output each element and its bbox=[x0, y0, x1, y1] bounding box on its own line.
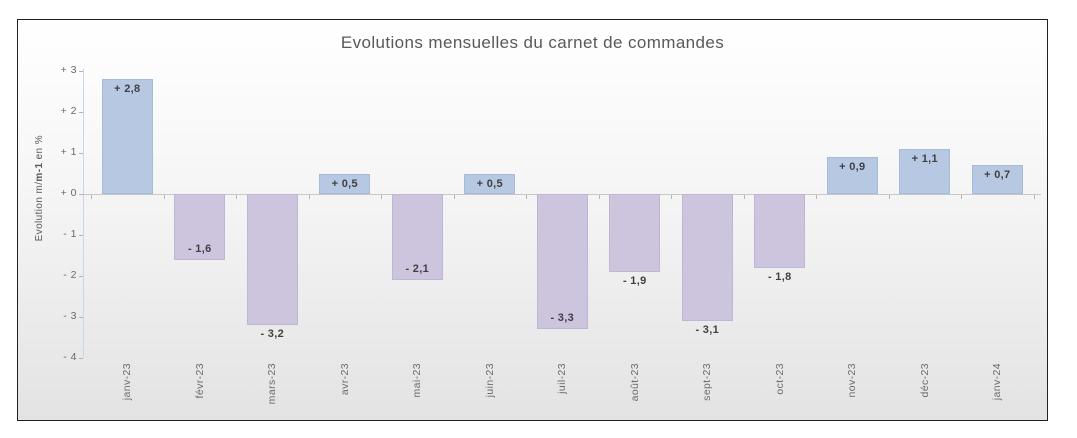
y-axis-tick bbox=[79, 276, 83, 277]
category-label: juin-23 bbox=[483, 363, 496, 398]
category-label: févr-23 bbox=[193, 363, 206, 399]
category-label: juil-23 bbox=[556, 363, 569, 394]
category-label: oct-23 bbox=[773, 363, 786, 395]
bar bbox=[101, 79, 153, 194]
y-axis-title-bold: m-1 bbox=[34, 162, 45, 182]
y-axis-tick bbox=[79, 194, 83, 195]
category-label: mars-23 bbox=[266, 363, 279, 405]
y-tick-label: + 0 bbox=[60, 187, 77, 199]
bar-value-label: - 1,6 bbox=[187, 242, 212, 255]
x-axis-tick bbox=[163, 195, 165, 199]
chart-title: Evolutions mensuelles du carnet de comma… bbox=[340, 33, 725, 52]
y-tick-label: - 4 bbox=[63, 351, 77, 363]
bar-value-label: + 1,1 bbox=[911, 152, 938, 165]
bar bbox=[319, 173, 371, 194]
x-axis-tick bbox=[598, 195, 600, 199]
category-label: avr-23 bbox=[338, 363, 351, 396]
y-axis-tick bbox=[79, 317, 83, 318]
bar bbox=[464, 173, 516, 194]
category-label: nov-23 bbox=[846, 363, 859, 398]
bar bbox=[681, 194, 733, 322]
y-tick-label: - 3 bbox=[63, 310, 77, 322]
y-tick-label: - 1 bbox=[63, 228, 77, 240]
bar-value-label: - 3,3 bbox=[550, 312, 574, 325]
x-axis-tick bbox=[453, 195, 455, 199]
y-tick-label: - 2 bbox=[63, 269, 77, 281]
bar-value-label: + 0,5 bbox=[476, 177, 503, 190]
y-axis-tick bbox=[79, 153, 83, 154]
x-axis-tick bbox=[961, 195, 962, 199]
category-label: janv-24 bbox=[991, 363, 1004, 401]
category-label: août-23 bbox=[628, 363, 641, 402]
y-axis-line bbox=[83, 69, 84, 358]
y-axis-tick bbox=[79, 112, 83, 113]
bar-value-label: - 3,1 bbox=[695, 324, 719, 337]
bar bbox=[754, 194, 806, 268]
y-axis-tick bbox=[79, 358, 83, 359]
y-axis-tick bbox=[79, 235, 83, 236]
bar-value-label: + 2,8 bbox=[114, 83, 141, 96]
bar-value-label: - 1,8 bbox=[767, 270, 792, 283]
x-axis-tick bbox=[526, 195, 527, 199]
y-tick-label: + 2 bbox=[60, 105, 77, 117]
bar-value-label: - 3,2 bbox=[260, 328, 284, 341]
bar bbox=[826, 157, 878, 194]
category-label: déc-23 bbox=[918, 363, 931, 398]
y-axis-tick bbox=[79, 71, 83, 72]
bar bbox=[899, 148, 951, 194]
x-axis-tick bbox=[1033, 195, 1035, 199]
x-axis-tick bbox=[743, 195, 745, 199]
category-label: sept-23 bbox=[701, 363, 714, 401]
x-axis-tick bbox=[91, 195, 92, 199]
x-axis-tick bbox=[308, 195, 310, 199]
chart: Evolutions mensuelles du carnet de comma… bbox=[17, 19, 1048, 421]
bar-value-label: + 0,5 bbox=[331, 177, 358, 190]
y-tick-label: + 3 bbox=[60, 64, 77, 76]
x-axis-tick bbox=[888, 195, 890, 199]
x-axis-tick bbox=[381, 195, 382, 199]
bar bbox=[971, 165, 1023, 194]
bar bbox=[536, 194, 588, 330]
x-axis-tick bbox=[671, 195, 672, 199]
bar-value-label: - 2,1 bbox=[405, 263, 429, 276]
bar-value-label: + 0,7 bbox=[984, 169, 1011, 182]
y-tick-label: + 1 bbox=[60, 146, 77, 158]
bar bbox=[609, 194, 661, 272]
bar bbox=[174, 194, 226, 260]
bar bbox=[246, 194, 298, 326]
category-label: mai-23 bbox=[411, 363, 424, 398]
bar bbox=[391, 194, 443, 281]
category-label: janv-23 bbox=[121, 363, 134, 401]
x-axis-tick bbox=[236, 195, 237, 199]
bar-value-label: - 1,9 bbox=[622, 274, 647, 287]
x-axis-tick bbox=[816, 195, 817, 199]
bar-value-label: + 0,9 bbox=[839, 161, 866, 174]
